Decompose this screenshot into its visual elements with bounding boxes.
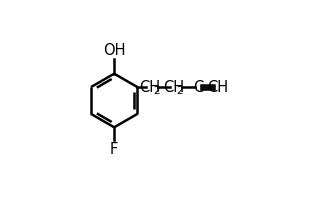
- Text: OH: OH: [103, 43, 126, 58]
- Text: 2: 2: [177, 86, 183, 96]
- Text: CH: CH: [207, 80, 229, 95]
- Text: 2: 2: [153, 86, 159, 96]
- Text: C: C: [193, 80, 203, 95]
- Text: CH: CH: [139, 80, 161, 95]
- Text: F: F: [110, 141, 118, 157]
- Text: CH: CH: [163, 80, 184, 95]
